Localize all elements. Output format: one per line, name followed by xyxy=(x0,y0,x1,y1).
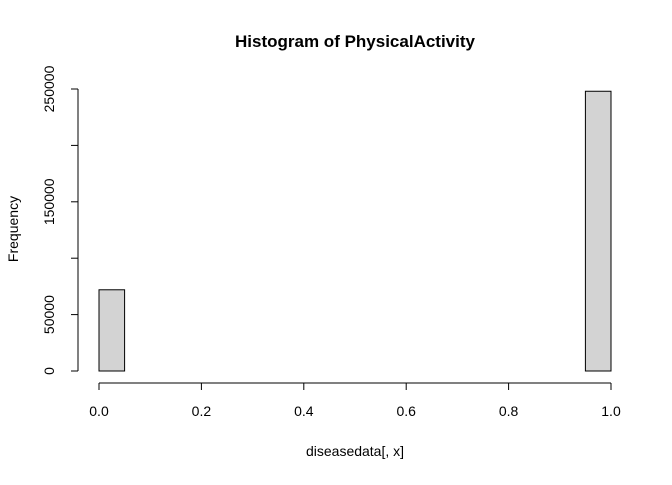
bars-layer xyxy=(98,90,612,372)
x-tick-label: 0.8 xyxy=(499,403,519,419)
y-tick-label: 250000 xyxy=(41,65,57,112)
y-tick-label: 0 xyxy=(41,367,57,375)
x-axis: 0.0 0.2 0.4 0.6 0.8 1.0 xyxy=(89,382,621,419)
y-axis: 0 50000 150000 250000 xyxy=(41,65,79,375)
x-tick-label: 0.2 xyxy=(192,403,212,419)
chart-title: Histogram of PhysicalActivity xyxy=(235,32,476,51)
histogram-bar xyxy=(98,289,126,372)
y-tick-label: 50000 xyxy=(41,295,57,334)
x-tick-label: 0.4 xyxy=(294,403,314,419)
histogram-bar xyxy=(584,90,612,372)
x-axis-label: diseasedata[, x] xyxy=(306,443,404,459)
y-tick-label: 150000 xyxy=(41,178,57,225)
x-tick-label: 1.0 xyxy=(601,403,621,419)
x-tick-label: 0.0 xyxy=(89,403,109,419)
y-axis-label: Frequency xyxy=(5,196,21,262)
x-tick-label: 0.6 xyxy=(396,403,416,419)
